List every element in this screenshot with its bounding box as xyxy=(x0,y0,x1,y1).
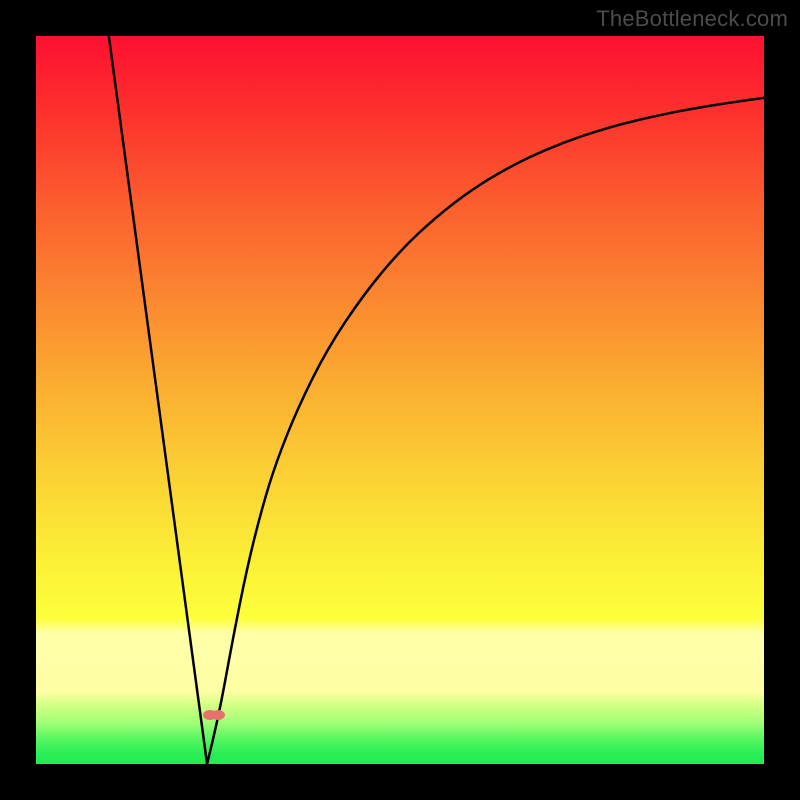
watermark-text: TheBottleneck.com xyxy=(596,6,788,32)
chart-container: { "watermark": { "text": "TheBottleneck.… xyxy=(0,0,800,800)
marker-dots xyxy=(203,710,225,720)
chart-svg xyxy=(36,36,764,764)
gradient-background xyxy=(36,36,764,764)
plot-area xyxy=(36,36,764,764)
